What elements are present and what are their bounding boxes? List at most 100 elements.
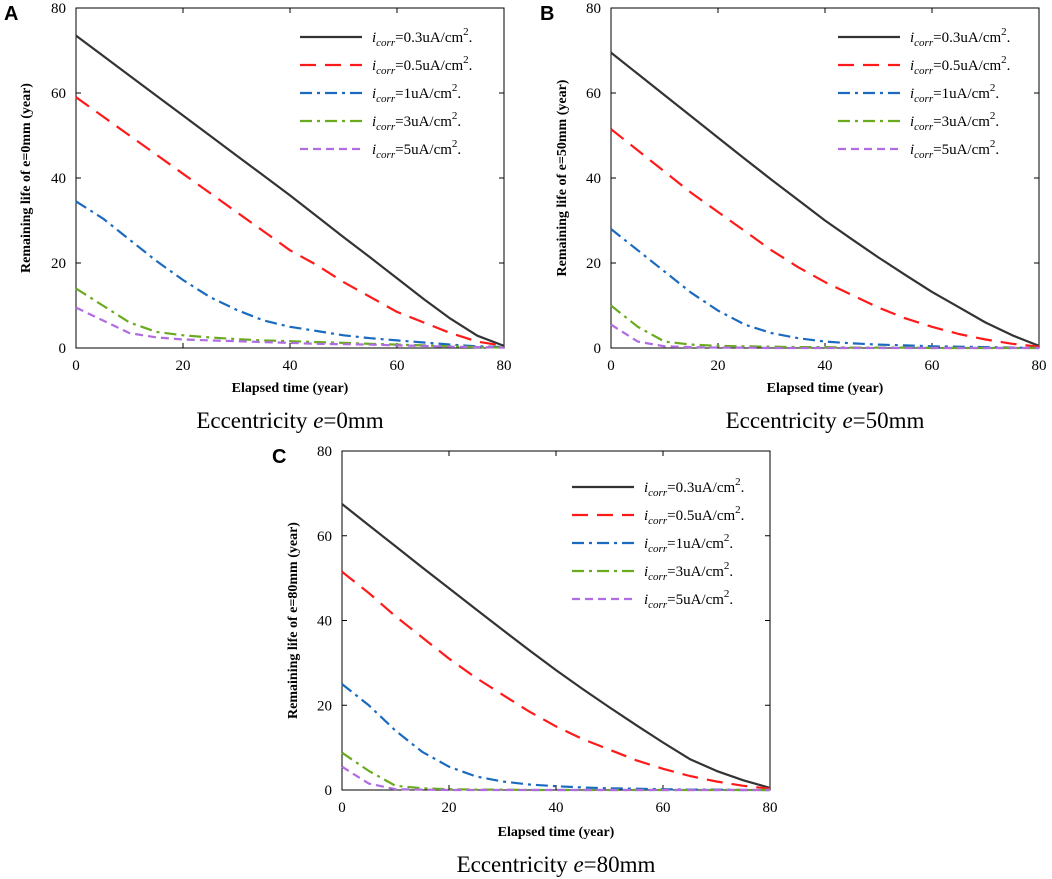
- y-axis-label: Remaining life of e=50mm (year): [555, 79, 570, 276]
- x-tick-label: 40: [818, 358, 833, 374]
- x-tick-label: 40: [549, 800, 564, 816]
- legend-sub: corr: [914, 65, 934, 77]
- y-tick-label: 60: [51, 86, 66, 102]
- chart-panel-b: B 0 20 40 60 80 0 20 40 60 80 Elapsed time (year) Re…: [540, 1, 1047, 433]
- y-tick-label: 0: [59, 341, 67, 357]
- y-tick-label: 0: [594, 341, 602, 357]
- x-axis-label: Elapsed time (year): [498, 825, 615, 840]
- legend-sup: 2: [724, 532, 730, 544]
- legend-var: i: [372, 86, 376, 102]
- x-tick-label: 80: [763, 800, 778, 816]
- legend-sub: corr: [914, 121, 934, 133]
- x-tick-label: 40: [283, 358, 298, 374]
- legend-value: =0.3uA/cm: [667, 480, 735, 496]
- legend-sub: corr: [914, 149, 934, 161]
- legend-entry: icorr=1uA/cm2.: [910, 82, 999, 105]
- legend-value: =3uA/cm: [667, 564, 724, 580]
- caption-suffix: =0mm: [323, 408, 383, 433]
- legend-entry: icorr=5uA/cm2.: [372, 138, 461, 161]
- legend-sup: 2: [1001, 54, 1007, 66]
- legend-sup: 2: [990, 138, 996, 150]
- legend-var: i: [372, 58, 376, 74]
- legend-value: =1uA/cm: [933, 86, 990, 102]
- legend-end: .: [469, 30, 473, 46]
- legend-var: i: [644, 480, 648, 496]
- x-tick-label: 20: [711, 358, 726, 374]
- legend-end: .: [1007, 30, 1011, 46]
- legend-entry: icorr=3uA/cm2.: [910, 110, 999, 133]
- legend-end: .: [457, 86, 461, 102]
- legend-entry: icorr=1uA/cm2.: [644, 532, 733, 555]
- x-tick-label: 60: [390, 358, 405, 374]
- series-line-icorr-0-3: [75, 34, 505, 347]
- legend-var: i: [910, 86, 914, 102]
- legend-end: .: [741, 480, 745, 496]
- legend-sup: 2: [452, 138, 458, 150]
- caption-prefix: Eccentricity: [457, 852, 574, 877]
- legend-entry: icorr=0.3uA/cm2.: [372, 26, 472, 49]
- legend-value: =0.3uA/cm: [933, 30, 1001, 46]
- legend-end: .: [729, 564, 733, 580]
- legend-sup: 2: [463, 26, 469, 38]
- legend-entry: icorr=3uA/cm2.: [372, 110, 461, 133]
- legend-sub: corr: [376, 37, 396, 49]
- legend-value: =5uA/cm: [395, 142, 452, 158]
- x-tick-label: 60: [656, 800, 671, 816]
- legend-var: i: [910, 114, 914, 130]
- y-tick-label: 0: [325, 783, 333, 799]
- legend-value: =5uA/cm: [933, 142, 990, 158]
- series-line-icorr-1: [75, 200, 505, 349]
- legend-entry: icorr=0.3uA/cm2.: [910, 26, 1010, 49]
- x-tick-label: 20: [176, 358, 191, 374]
- legend-sub: corr: [376, 93, 396, 105]
- x-tick-label: 60: [925, 358, 940, 374]
- legend-sup: 2: [724, 588, 730, 600]
- legend-end: .: [995, 142, 999, 158]
- legend-sub: corr: [648, 487, 668, 499]
- legend-sup: 2: [735, 476, 741, 488]
- legend-entry: icorr=0.5uA/cm2.: [910, 54, 1010, 77]
- panel-letter: C: [272, 446, 286, 468]
- legend-end: .: [457, 114, 461, 130]
- panel-letter: B: [540, 3, 554, 25]
- legend-end: .: [1007, 58, 1011, 74]
- legend-var: i: [644, 508, 648, 524]
- panel-letter: A: [4, 3, 18, 25]
- legend-sup: 2: [452, 110, 458, 122]
- legend-value: =5uA/cm: [667, 592, 724, 608]
- series-line-icorr-0-5: [75, 96, 505, 347]
- series-line-icorr-1: [610, 228, 1040, 350]
- legend-sub: corr: [914, 93, 934, 105]
- caption-variable: e: [313, 408, 323, 433]
- series-line-icorr-0-5: [610, 128, 1040, 348]
- legend-sub: corr: [648, 599, 668, 611]
- legend-end: .: [995, 114, 999, 130]
- legend-var: i: [372, 114, 376, 130]
- y-tick-label: 80: [317, 444, 332, 460]
- legend-entry: icorr=0.3uA/cm2.: [644, 476, 744, 499]
- legend-value: =0.3uA/cm: [395, 30, 463, 46]
- caption-variable: e: [842, 408, 852, 433]
- legend-var: i: [910, 142, 914, 158]
- legend-sub: corr: [648, 515, 668, 527]
- x-tick-label: 80: [497, 358, 512, 374]
- y-tick-label: 20: [586, 256, 601, 272]
- x-tick-label: 20: [442, 800, 457, 816]
- x-axis-label: Elapsed time (year): [767, 381, 884, 396]
- legend-var: i: [644, 536, 648, 552]
- legend-sub: corr: [648, 571, 668, 583]
- caption-suffix: =80mm: [584, 852, 656, 877]
- legend-sub: corr: [376, 121, 396, 133]
- x-tick-label: 0: [607, 358, 615, 374]
- legend-sup: 2: [990, 110, 996, 122]
- y-tick-label: 80: [51, 1, 66, 17]
- legend-entry: icorr=1uA/cm2.: [372, 82, 461, 105]
- y-axis-label: Remaining life of e=80mm (year): [286, 522, 301, 719]
- series-line-icorr-3: [610, 304, 1039, 350]
- panel-caption: Eccentricity e=80mm: [457, 852, 656, 877]
- legend-entry: icorr=3uA/cm2.: [644, 560, 733, 583]
- legend-end: .: [457, 142, 461, 158]
- legend-value: =3uA/cm: [933, 114, 990, 130]
- legend-var: i: [910, 58, 914, 74]
